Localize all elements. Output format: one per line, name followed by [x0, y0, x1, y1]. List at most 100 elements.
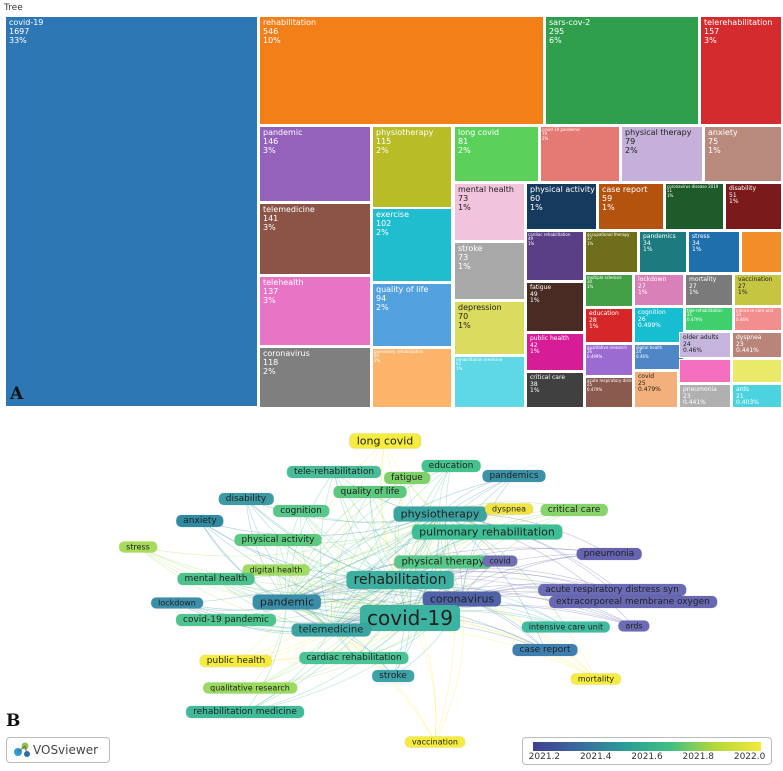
vosviewer-brand: VOSviewer [33, 743, 99, 757]
network-node-stroke[interactable]: stroke [372, 670, 414, 682]
network-node-cognition[interactable]: cognition [273, 505, 329, 517]
network-node-lockdown[interactable]: lockdown [151, 597, 203, 609]
treemap-cell-rehabilitation: rehabilitation 546 10% [259, 16, 544, 125]
treemap-cell-pct: 2% [376, 145, 389, 155]
network-node-rehabilitation-medicine[interactable]: rehabilitation medicine [186, 706, 304, 718]
treemap-cell-count: 79 [542, 131, 548, 137]
treemap-cell-pct: 1% [589, 323, 599, 331]
treemap-cell-pct: 0.403% [736, 399, 759, 407]
treemap-cell-label: case report [602, 185, 648, 194]
network-node-physiotherapy[interactable]: physiotherapy [393, 506, 487, 522]
treemap-cell-pandemic: pandemic 146 3% [259, 126, 371, 202]
treemap-cell-pct: 0.441% [683, 399, 706, 407]
treemap-cell-label: telehealth [263, 278, 304, 287]
network-node-pandemic[interactable]: pandemic [252, 594, 322, 610]
treemap-cell-label: multiple sclerosis [587, 275, 622, 280]
network-node-covid-19-pandemic[interactable]: covid-19 pandemic [176, 614, 276, 626]
network-node-physical-therapy[interactable]: physical therapy [394, 555, 492, 569]
treemap-cell-label: mental health [458, 185, 514, 194]
network-edge [333, 471, 401, 581]
treemap-cell-pct: 0.46% [636, 353, 649, 359]
network-node-critical-care[interactable]: critical care [540, 504, 608, 516]
treemap-cell-label: covid [638, 373, 654, 380]
network-edge [320, 471, 335, 631]
network-node-vaccination[interactable]: vaccination [405, 736, 465, 748]
treemap-cell-count: 141 [263, 213, 279, 223]
treemap-cell-count: 79 [625, 136, 636, 146]
treemap-cell-cognition: cognition 26 0.499% [634, 307, 684, 343]
treemap-cell-fatigue: fatigue 49 1% [526, 282, 584, 332]
network-node-dyspnea[interactable]: dyspnea [485, 503, 533, 515]
treemap-cell-count: 62 [456, 361, 462, 367]
treemap-cell-count: 25 [638, 379, 646, 387]
legend-tick: 2021.4 [579, 752, 612, 762]
treemap-cell-sars-cov-2: sars-cov-2 295 6% [545, 16, 699, 125]
treemap-cell-critical-care: critical care 38 1% [526, 372, 584, 408]
network-node-case-report[interactable]: case report [512, 644, 578, 656]
network-node-mental-health[interactable]: mental health [177, 573, 255, 585]
network-node-coronavirus[interactable]: coronavirus [422, 591, 502, 607]
network-node-covid[interactable]: covid [482, 555, 518, 567]
network-node-long-covid[interactable]: long covid [349, 433, 421, 449]
treemap-cell-pandemics: pandemics 34 1% [639, 231, 687, 273]
network-node-anxiety[interactable]: anxiety [176, 515, 224, 527]
treemap-cell-label: intensive care unit [736, 308, 774, 313]
treemap-cell-label: lockdown [638, 276, 667, 283]
treemap-cell-label: telemedicine [263, 205, 315, 214]
network-node-ards[interactable]: ards [618, 620, 650, 632]
treemap-cell-pct: 2% [374, 357, 381, 363]
treemap-cell-label: acute respiratory distress syndrome [587, 378, 632, 383]
treemap-cell-covid-19: covid-19 1697 33% [5, 16, 258, 407]
network-node-rehabilitation[interactable]: rehabilitation [346, 571, 454, 589]
network-node-digital-health[interactable]: digital health [242, 564, 310, 576]
treemap-cell-exercise: exercise 102 2% [372, 208, 452, 282]
network-node-cardiac-rehabilitation[interactable]: cardiac rehabilitation [299, 652, 409, 664]
network-node-public-health[interactable]: public health [199, 655, 273, 667]
network-edge [137, 513, 441, 557]
treemap-cell-label: mortality [689, 276, 717, 283]
treemap-cell-count: 75 [708, 136, 719, 146]
network-node-pneumonia[interactable]: pneumonia [576, 548, 642, 560]
treemap-cell-qualitative-research: qualitative research 26 0.499% [585, 344, 633, 376]
treemap-cell-stress: stress 34 1% [688, 231, 740, 273]
legend-gradient-bar [533, 742, 761, 751]
network-node-stress[interactable]: stress [119, 541, 157, 553]
treemap-cell-pct: 2% [458, 145, 471, 155]
treemap-cell-label: covid-19 [9, 18, 44, 27]
network-node-extracorporeal-membrane-oxygen[interactable]: extracorporeal membrane oxygen [549, 596, 717, 608]
network-node-disability[interactable]: disability [218, 493, 274, 505]
network-node-pulmonary-rehabilitation[interactable]: pulmonary rehabilitation [412, 524, 562, 540]
network-edge [277, 539, 332, 631]
network-node-fatigue[interactable]: fatigue [384, 472, 430, 484]
network-node-physical-activity[interactable]: physical activity [234, 534, 322, 546]
treemap-cell-extra-3 [741, 231, 782, 273]
network-node-education[interactable]: education [421, 460, 481, 472]
treemap-cell-lockdown: lockdown 27 1% [634, 274, 684, 306]
network-node-acute-respiratory-distress-syn[interactable]: acute respiratory distress syn [538, 584, 686, 596]
treemap-cell-disability: disability 51 1% [725, 183, 782, 230]
treemap-cell-count: 27 [738, 282, 746, 290]
treemap-cell-label: public health [530, 335, 569, 342]
treemap-cell-label: anxiety [708, 128, 738, 137]
network-node-telemedicine[interactable]: telemedicine [291, 623, 371, 637]
network-node-intensive-care-unit[interactable]: intensive care unit [521, 621, 611, 633]
network-node-quality-of-life[interactable]: quality of life [333, 486, 407, 498]
treemap-cell-count: 38 [530, 380, 538, 388]
treemap-cell-label: physical activity [530, 185, 595, 194]
treemap-cell-count: 295 [549, 26, 565, 36]
network-node-mortality[interactable]: mortality [570, 673, 622, 685]
network-edge [244, 629, 332, 713]
network-node-qualitative-research[interactable]: qualitative research [203, 682, 297, 694]
treemap-cell-count: 146 [263, 136, 279, 146]
network-edge [286, 471, 335, 603]
treemap-cell-pct: 1% [602, 202, 615, 212]
treemap-cell-count: 23 [683, 392, 691, 400]
treemap-cell-pct: 1% [528, 240, 535, 246]
network-node-tele-rehabilitation[interactable]: tele-rehabilitation [286, 466, 382, 478]
treemap-cell-pct: 2% [376, 302, 389, 312]
network-edge [249, 513, 441, 689]
treemap-cell-pct: 3% [704, 35, 717, 45]
network-node-pandemics[interactable]: pandemics [482, 470, 546, 482]
network-node-covid-19[interactable]: covid-19 [360, 605, 460, 631]
treemap-cell-label: physiotherapy [376, 128, 434, 137]
